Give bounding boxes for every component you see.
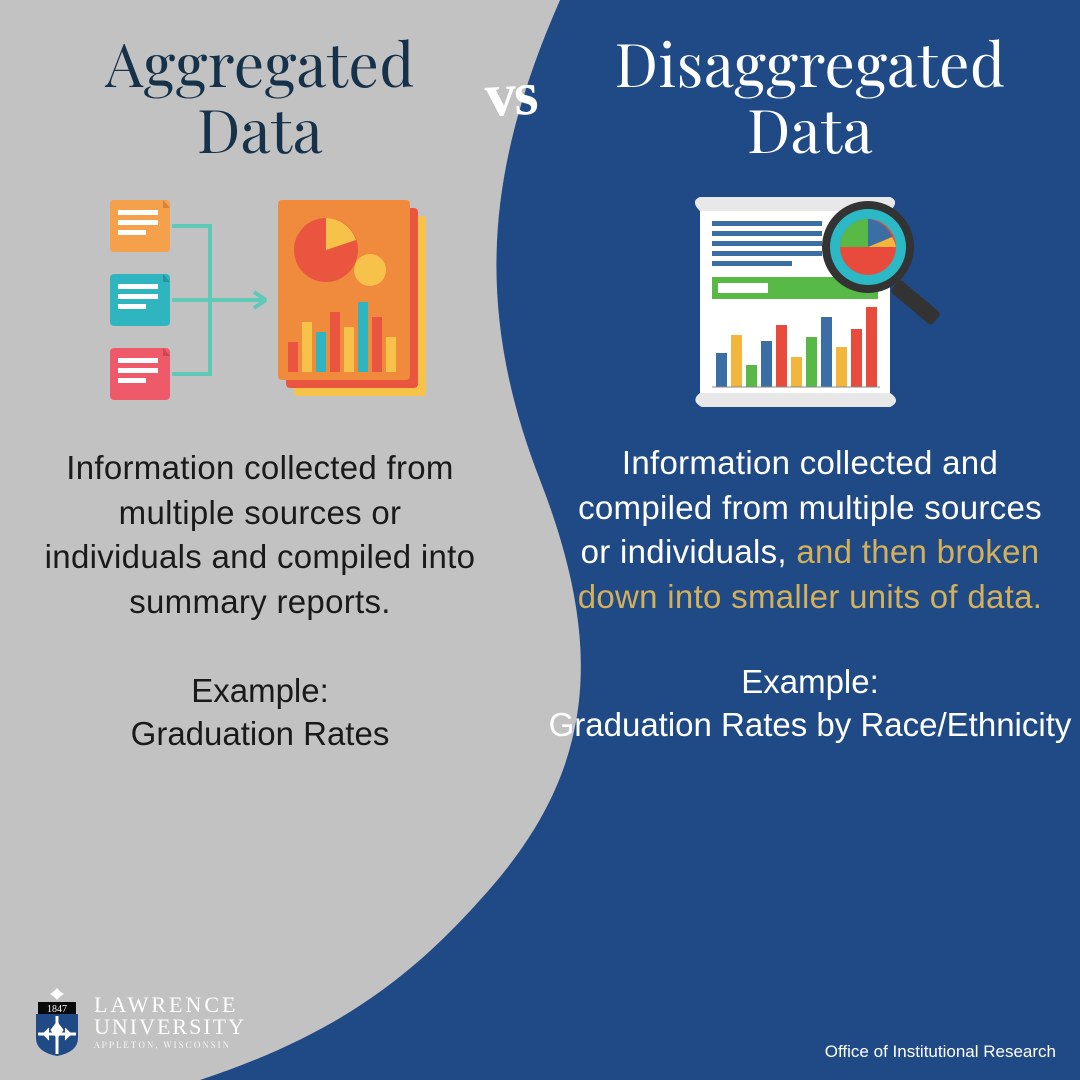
aggregated-illustration — [70, 192, 450, 422]
university-logo: 1847 LAWRENCE UNIVERSITY APPLETON, WISCO… — [30, 986, 246, 1058]
merge-arrow-icon — [172, 226, 266, 374]
right-title-line2: Data — [747, 89, 873, 169]
right-example-label: Example: — [741, 663, 879, 700]
right-panel: Disaggregated Data — [540, 0, 1080, 1080]
office-credit: Office of Institutional Research — [825, 1042, 1056, 1062]
vs-label: vs — [483, 59, 538, 133]
infographic-canvas: Aggregated Data — [0, 0, 1080, 1080]
left-example-value: Graduation Rates — [131, 715, 390, 752]
right-example: Example: Graduation Rates by Race/Ethnic… — [540, 661, 1080, 747]
left-description: Information collected from multiple sour… — [0, 446, 520, 624]
doc-2-icon — [110, 274, 170, 326]
left-example: Example: Graduation Rates — [0, 670, 520, 756]
doc-1-icon — [110, 200, 170, 252]
doc-3-icon — [110, 348, 170, 400]
left-title: Aggregated Data — [0, 30, 520, 162]
left-title-line2: Data — [197, 89, 323, 169]
report-icon — [278, 200, 426, 396]
logo-line1: LAWRENCE — [94, 994, 246, 1016]
disaggregated-illustration — [660, 187, 960, 417]
shield-icon: 1847 — [30, 986, 84, 1058]
logo-location: APPLETON, WISCONSIN — [94, 1041, 246, 1050]
left-panel: Aggregated Data — [0, 0, 520, 1080]
right-example-value: Graduation Rates by Race/Ethnicity — [549, 706, 1072, 743]
logo-text: LAWRENCE UNIVERSITY APPLETON, WISCONSIN — [94, 994, 246, 1050]
logo-line2: UNIVERSITY — [94, 1016, 246, 1038]
right-description: Information collected and compiled from … — [540, 441, 1080, 619]
svg-text:1847: 1847 — [47, 1004, 67, 1015]
left-example-label: Example: — [191, 672, 329, 709]
right-title: Disaggregated Data — [540, 30, 1080, 162]
